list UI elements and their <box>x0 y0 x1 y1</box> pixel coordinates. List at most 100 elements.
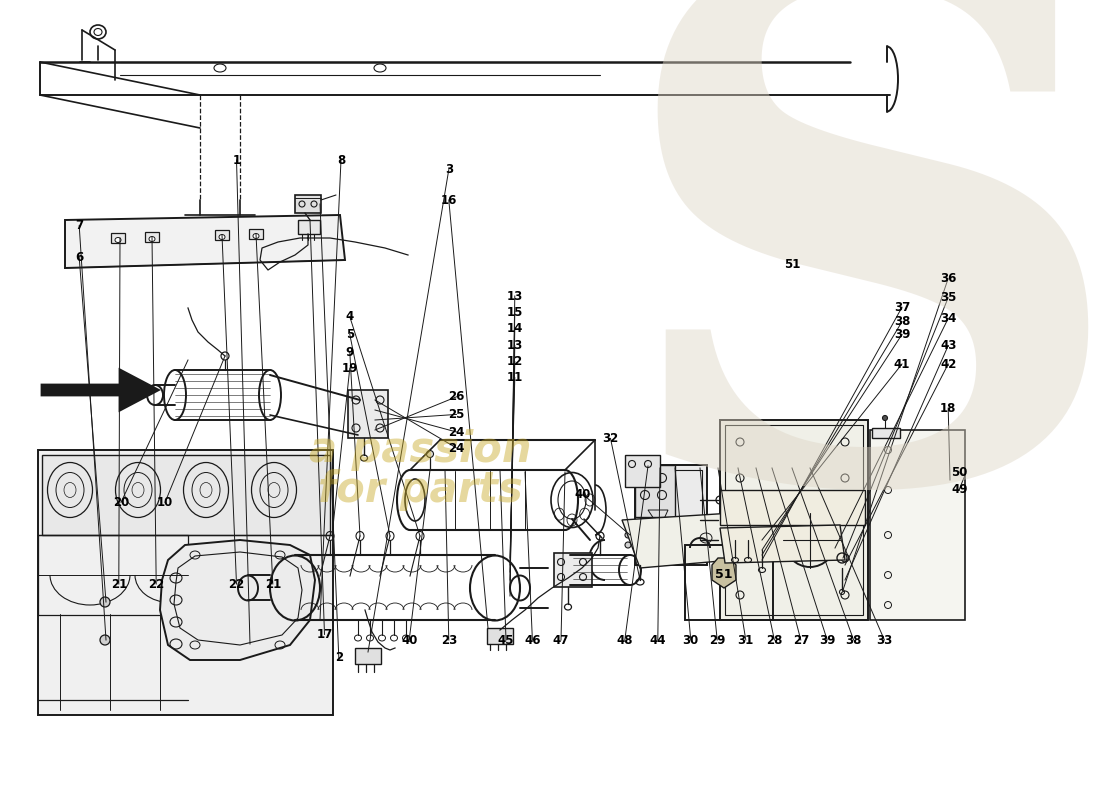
Text: 36: 36 <box>940 272 956 285</box>
Text: 1: 1 <box>232 154 241 166</box>
Text: 41: 41 <box>894 358 910 370</box>
Text: 18: 18 <box>940 402 956 414</box>
Text: 22: 22 <box>229 578 244 590</box>
Bar <box>355 648 381 664</box>
Text: 33: 33 <box>877 634 892 646</box>
Text: 51: 51 <box>715 569 733 582</box>
Text: a passion: a passion <box>309 429 531 471</box>
Text: 51: 51 <box>784 258 800 270</box>
Text: 13: 13 <box>507 290 522 302</box>
Bar <box>640 470 702 560</box>
Polygon shape <box>720 525 845 563</box>
Text: 23: 23 <box>441 634 456 646</box>
Ellipse shape <box>882 415 888 421</box>
Text: 6: 6 <box>75 251 84 264</box>
Text: 42: 42 <box>940 358 956 370</box>
Bar <box>725 425 864 615</box>
Text: 49: 49 <box>950 483 968 496</box>
Text: 24: 24 <box>449 426 464 438</box>
Bar <box>348 390 388 438</box>
Bar <box>720 490 865 525</box>
Ellipse shape <box>116 238 121 242</box>
Bar <box>720 420 868 620</box>
Text: 22: 22 <box>148 578 164 590</box>
Text: 13: 13 <box>507 339 522 352</box>
Bar <box>685 545 773 620</box>
Text: 21: 21 <box>111 578 126 590</box>
Ellipse shape <box>100 635 110 645</box>
Text: 29: 29 <box>710 634 725 646</box>
Bar <box>872 428 900 438</box>
Bar <box>635 465 707 565</box>
Text: 9: 9 <box>345 346 354 358</box>
Text: 37: 37 <box>894 301 910 314</box>
Text: 12: 12 <box>507 355 522 368</box>
Bar <box>39 450 333 715</box>
Text: 20: 20 <box>113 496 129 509</box>
Ellipse shape <box>219 234 225 239</box>
Text: 8: 8 <box>337 154 345 166</box>
Text: 17: 17 <box>317 628 332 641</box>
Text: 14: 14 <box>507 322 522 334</box>
Ellipse shape <box>253 234 258 238</box>
Text: 27: 27 <box>793 634 808 646</box>
Bar <box>111 233 125 243</box>
Text: 10: 10 <box>157 496 173 509</box>
Text: 11: 11 <box>507 371 522 384</box>
Bar <box>554 553 592 587</box>
Ellipse shape <box>100 597 110 607</box>
Bar <box>295 195 321 213</box>
Bar <box>249 229 263 239</box>
Text: 40: 40 <box>575 488 591 501</box>
Text: 32: 32 <box>603 432 618 445</box>
Text: 30: 30 <box>683 634 698 646</box>
Text: 46: 46 <box>524 634 541 646</box>
Ellipse shape <box>625 532 631 538</box>
Text: 39: 39 <box>894 328 910 341</box>
Ellipse shape <box>427 450 433 458</box>
Text: 48: 48 <box>616 634 634 646</box>
Bar <box>870 430 965 620</box>
Bar <box>39 535 188 615</box>
Text: 50: 50 <box>952 466 967 478</box>
Text: 38: 38 <box>894 315 910 328</box>
Text: 28: 28 <box>767 634 782 646</box>
Text: 2: 2 <box>334 651 343 664</box>
Text: 43: 43 <box>940 339 956 352</box>
Text: 21: 21 <box>265 578 280 590</box>
Text: 39: 39 <box>820 634 835 646</box>
Text: 5: 5 <box>345 328 354 341</box>
Text: 24: 24 <box>449 442 464 454</box>
Bar <box>635 465 675 517</box>
Text: 38: 38 <box>846 634 861 646</box>
Text: 4: 4 <box>345 310 354 323</box>
Text: 45: 45 <box>497 634 515 646</box>
Text: 7: 7 <box>75 219 84 232</box>
Text: 31: 31 <box>738 634 754 646</box>
Text: 16: 16 <box>441 194 456 206</box>
Bar <box>214 230 229 240</box>
Ellipse shape <box>625 542 631 548</box>
Text: for parts: for parts <box>318 469 522 511</box>
Text: 19: 19 <box>342 362 358 374</box>
Polygon shape <box>160 540 315 660</box>
Text: 3: 3 <box>444 163 453 176</box>
Polygon shape <box>65 215 345 268</box>
Text: 26: 26 <box>449 390 464 403</box>
Polygon shape <box>621 510 790 568</box>
Bar <box>625 455 660 487</box>
Text: 34: 34 <box>940 312 956 325</box>
Text: 35: 35 <box>940 291 956 304</box>
Bar <box>298 220 320 234</box>
Bar <box>145 232 160 242</box>
Text: 47: 47 <box>553 634 569 646</box>
Ellipse shape <box>148 237 155 242</box>
Bar <box>487 628 513 644</box>
Text: 44: 44 <box>649 634 666 646</box>
Text: 15: 15 <box>507 306 522 318</box>
Text: 25: 25 <box>449 408 464 421</box>
Bar <box>42 455 330 535</box>
Polygon shape <box>712 558 736 588</box>
Text: S: S <box>609 0 1100 630</box>
Polygon shape <box>42 370 158 410</box>
